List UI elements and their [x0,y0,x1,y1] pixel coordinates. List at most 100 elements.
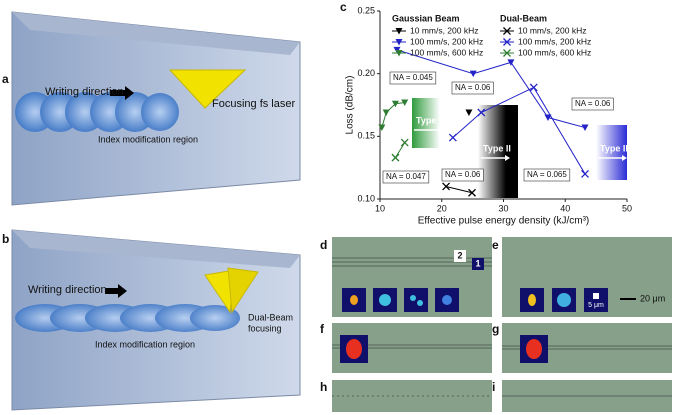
x-axis-label: Effective pulse energy density (kJ/cm³) [418,216,590,227]
laser-cone [168,69,247,109]
cross-stroke [448,133,457,142]
annotation: NA = 0.065 [527,170,567,179]
panel-a: a Writing direction Focusing fs laser In… [2,11,301,206]
marker-triangle [395,28,403,35]
x-tick-label: 30 [498,203,508,213]
annotation-box [389,71,437,85]
annotation: NA = 0.06 [445,170,481,179]
annotation-box [382,170,430,184]
cross-stroke [400,138,409,147]
x-tick-label: 20 [437,203,447,213]
annotation-box [441,168,484,182]
label: focusing [248,323,282,333]
arrow [105,284,127,298]
cross-stroke [581,169,589,178]
label: Focusing fs laser [212,98,295,110]
marker-label: 2 [457,250,462,260]
marker-cross [581,169,589,178]
label: Index modification region [95,339,195,349]
legend-label: 10 mm/s, 200 kHz [410,25,479,35]
micrographs: 2 1 5 μm 20 μm d e f g h i [320,237,672,412]
spheres [15,92,179,132]
series-line [452,86,586,175]
cross-stroke [503,38,511,46]
cross-stroke [477,108,486,117]
marker-cross [448,133,457,142]
cross-stroke [529,83,538,92]
series-line [381,101,405,128]
y-axis-label: Loss (dB/cm) [345,76,356,135]
marker-triangle [401,99,409,106]
inset-scale: 5 μm [588,302,604,309]
marker-triangle [469,70,477,78]
region-label: Type II [416,115,444,125]
region-label: Type II [483,143,511,153]
series-line [445,185,473,194]
panel-b: b Writing direction Dual-Beam focusing I… [2,229,301,411]
marker-cross [400,138,409,147]
annotation: NA = 0.06 [575,99,611,108]
cross-stroke [442,182,451,191]
legend-title: Gaussian Beam [392,13,460,23]
panel-letter: h [320,380,327,394]
marker-triangle [395,39,403,46]
region-arrowhead [438,127,443,133]
series-line [395,142,406,158]
marker-cross [503,49,511,57]
x-tick-label: 50 [622,203,632,213]
panel-letter: f [320,322,325,336]
region-arrowhead [622,155,627,161]
type2-region [412,98,440,148]
marker-cross [503,38,511,46]
marker-triangle [465,109,473,117]
cross-stroke [391,153,400,162]
cross-stroke [503,27,511,35]
marker-cross [503,27,511,35]
panel-letter: b [2,232,9,246]
chart: 0.10 0.15 0.20 0.25 10 20 30 40 50 Effective puls… [345,5,632,226]
marker-triangle [507,59,515,66]
legend-label: 10 mm/s, 200 kHz [518,25,587,35]
marker-cross [442,182,451,191]
marker-triangle [395,50,403,57]
panel-letter: d [320,238,327,252]
label: Dual-Beam [248,312,293,322]
legend-label: 100 mm/s, 200 kHz [410,36,483,46]
marker-cross [477,108,486,117]
y-tick-label: 0.10 [357,193,375,203]
legend-label: 100 mm/s, 600 kHz [410,47,483,57]
cross-stroke [503,49,511,57]
y-tick-label: 0.25 [357,5,375,15]
x-tick-label: 40 [560,203,570,213]
panel-letter: i [492,380,495,394]
legend-label: 100 mm/s, 600 kHz [518,47,591,57]
annotation: NA = 0.06 [455,83,491,92]
region-label: Type II [600,143,628,153]
panel-letter: e [492,238,499,252]
ellipses [15,304,240,332]
arrow [110,86,134,100]
marker-triangle [391,100,399,108]
marker-triangle [382,109,390,117]
marker-box [472,258,484,270]
cross-stroke [468,188,476,197]
glass-top [12,230,300,268]
mode-insets [340,288,608,363]
annotation-box [571,97,614,111]
panel-letter: a [2,72,9,86]
marker-triangle [581,124,589,132]
marker-cross [529,83,538,92]
y-tick-label: 0.15 [357,131,375,141]
region-arrowhead [505,155,510,161]
marker-cross [391,153,400,162]
type2-region [596,125,627,180]
panel-letter: c [340,0,347,14]
label: Writing direction [45,86,124,98]
annotation-box [523,168,571,182]
legend-title: Dual-Beam [500,13,547,23]
annotation: NA = 0.047 [386,172,426,181]
marker-box [454,250,466,262]
marker-triangle [378,124,386,132]
